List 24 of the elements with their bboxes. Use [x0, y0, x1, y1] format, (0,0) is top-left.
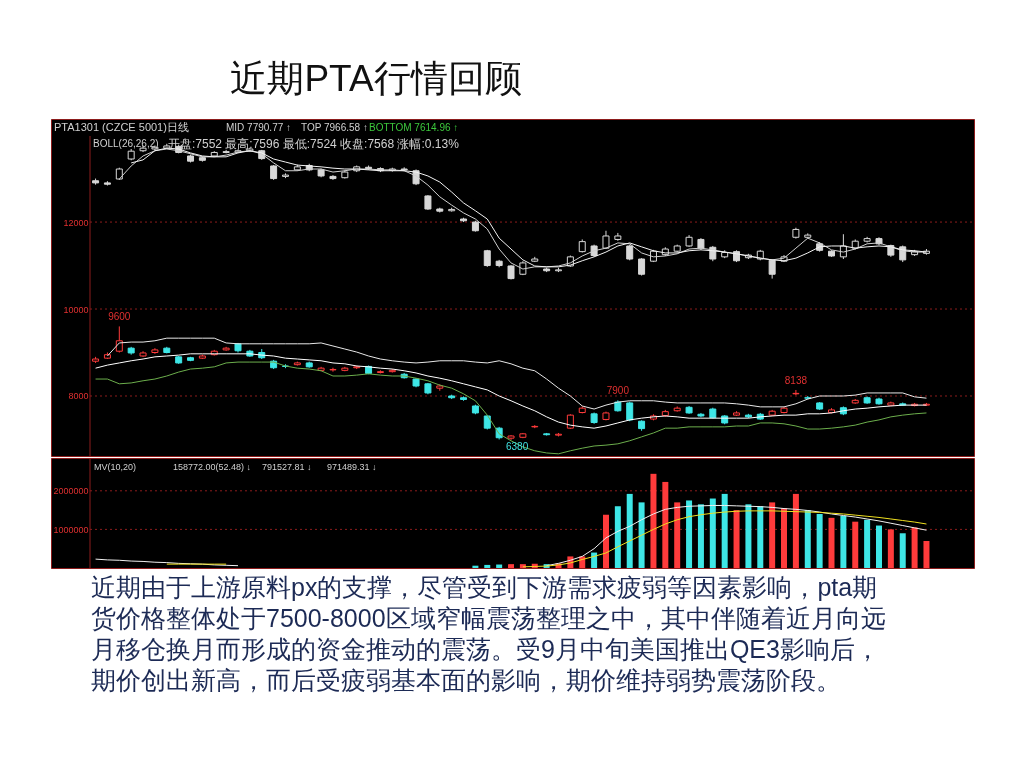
y-tick-label: 12000	[63, 217, 89, 228]
annotation: 9600	[108, 311, 131, 323]
chart-title: 近期PTA行情回顾	[230, 58, 522, 99]
text: 货价格整体处于7500-8000区域窄幅震荡整理之中，其中伴随着近月向远	[91, 604, 886, 632]
annotation: MID 7790.77 ↑	[226, 122, 292, 133]
annotation: BOTTOM 7614.96 ↑	[369, 122, 459, 133]
annotation: BOLL(26,26,2)	[93, 138, 159, 149]
text: 月移仓换月而形成的资金推动的震荡。受9月中旬美国推出QE3影响后，	[91, 635, 880, 663]
y-tick-label: 1000000	[53, 524, 89, 535]
annotation: TOP 7966.58 ↑	[301, 122, 368, 133]
annotation: 971489.31 ↓	[327, 462, 377, 472]
y-tick-label: 10000	[63, 304, 89, 315]
text: 期价创出新高，而后受疲弱基本面的影响，期价维持弱势震荡阶段。	[91, 666, 841, 694]
annotation: 开盘:7552 最高:7596 最低:7524 收盘:7568 涨幅:0.13%	[168, 137, 460, 151]
y-tick-label: 2000000	[53, 486, 89, 497]
annotation: PTA1301 (CZCE 5001)日线	[54, 121, 189, 133]
annotation: 158772.00(52.48) ↓	[173, 462, 252, 472]
text: 近期由于上游原料px的支撑，尽管受到下游需求疲弱等因素影响，pta期	[91, 573, 878, 601]
annotation: 7900	[606, 385, 630, 397]
y-tick-label: 8000	[68, 391, 89, 402]
annotation: 6380	[506, 441, 529, 452]
annotation: MV(10,20)	[94, 462, 137, 472]
annotation: 8138	[784, 374, 808, 386]
annotation: 791527.81 ↓	[262, 462, 312, 472]
